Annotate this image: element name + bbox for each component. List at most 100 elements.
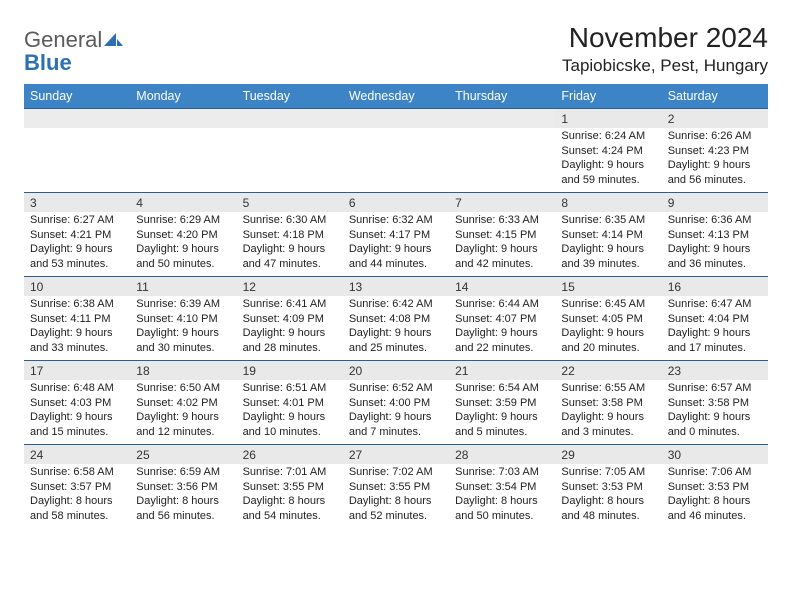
detail-line: Sunset: 4:02 PM — [136, 396, 230, 411]
detail-line: and 0 minutes. — [668, 425, 762, 440]
detail-line: Sunrise: 6:55 AM — [561, 381, 655, 396]
detail-line: Sunrise: 6:29 AM — [136, 213, 230, 228]
day-number-cell: 24 — [24, 445, 130, 465]
detail-line: Daylight: 8 hours — [243, 494, 337, 509]
day-detail-cell: Sunrise: 7:05 AMSunset: 3:53 PMDaylight:… — [555, 464, 661, 528]
detail-line: and 52 minutes. — [349, 509, 443, 524]
detail-line: Sunrise: 6:42 AM — [349, 297, 443, 312]
day-number-row: 3456789 — [24, 193, 768, 213]
detail-line: Sunset: 4:05 PM — [561, 312, 655, 327]
detail-line: Sunset: 4:04 PM — [668, 312, 762, 327]
detail-line: Sunset: 3:58 PM — [561, 396, 655, 411]
detail-line: Daylight: 9 hours — [668, 242, 762, 257]
day-detail-cell: Sunrise: 6:26 AMSunset: 4:23 PMDaylight:… — [662, 128, 768, 193]
day-detail-cell — [24, 128, 130, 193]
day-number-cell: 12 — [237, 277, 343, 297]
day-detail-row: Sunrise: 6:24 AMSunset: 4:24 PMDaylight:… — [24, 128, 768, 193]
day-detail-cell: Sunrise: 6:52 AMSunset: 4:00 PMDaylight:… — [343, 380, 449, 445]
day-number-cell — [24, 109, 130, 129]
day-detail-cell: Sunrise: 6:44 AMSunset: 4:07 PMDaylight:… — [449, 296, 555, 361]
detail-line: and 25 minutes. — [349, 341, 443, 356]
day-number-cell: 7 — [449, 193, 555, 213]
day-detail-cell: Sunrise: 6:57 AMSunset: 3:58 PMDaylight:… — [662, 380, 768, 445]
detail-line: Daylight: 8 hours — [455, 494, 549, 509]
detail-line: Sunrise: 6:41 AM — [243, 297, 337, 312]
dow-tue: Tuesday — [237, 84, 343, 109]
detail-line: Sunrise: 6:33 AM — [455, 213, 549, 228]
detail-line: Sunrise: 6:48 AM — [30, 381, 124, 396]
detail-line: Sunset: 3:57 PM — [30, 480, 124, 495]
day-number-cell — [449, 109, 555, 129]
detail-line: Daylight: 9 hours — [561, 326, 655, 341]
detail-line: Sunset: 3:53 PM — [561, 480, 655, 495]
day-number-row: 17181920212223 — [24, 361, 768, 381]
detail-line: Daylight: 9 hours — [668, 410, 762, 425]
detail-line: Sunset: 4:15 PM — [455, 228, 549, 243]
detail-line: Sunrise: 6:32 AM — [349, 213, 443, 228]
dow-thu: Thursday — [449, 84, 555, 109]
detail-line: and 20 minutes. — [561, 341, 655, 356]
detail-line: Sunset: 4:09 PM — [243, 312, 337, 327]
detail-line: and 56 minutes. — [668, 173, 762, 188]
detail-line: Daylight: 9 hours — [349, 410, 443, 425]
day-number-cell: 28 — [449, 445, 555, 465]
day-detail-row: Sunrise: 6:27 AMSunset: 4:21 PMDaylight:… — [24, 212, 768, 277]
dow-mon: Monday — [130, 84, 236, 109]
day-detail-cell — [343, 128, 449, 193]
day-number-cell: 8 — [555, 193, 661, 213]
dow-sat: Saturday — [662, 84, 768, 109]
day-detail-row: Sunrise: 6:58 AMSunset: 3:57 PMDaylight:… — [24, 464, 768, 528]
detail-line: Sunset: 4:24 PM — [561, 144, 655, 159]
detail-line: Sunrise: 6:57 AM — [668, 381, 762, 396]
day-number-cell: 17 — [24, 361, 130, 381]
day-number-row: 12 — [24, 109, 768, 129]
detail-line: Sunset: 4:13 PM — [668, 228, 762, 243]
header: General Blue November 2024 Tapiobicske, … — [24, 22, 768, 76]
detail-line: and 10 minutes. — [243, 425, 337, 440]
day-detail-cell: Sunrise: 6:36 AMSunset: 4:13 PMDaylight:… — [662, 212, 768, 277]
detail-line: Sunset: 4:10 PM — [136, 312, 230, 327]
detail-line: Sunset: 3:59 PM — [455, 396, 549, 411]
day-detail-row: Sunrise: 6:48 AMSunset: 4:03 PMDaylight:… — [24, 380, 768, 445]
detail-line: and 7 minutes. — [349, 425, 443, 440]
detail-line: Sunset: 4:17 PM — [349, 228, 443, 243]
day-number-cell: 19 — [237, 361, 343, 381]
detail-line: Sunset: 4:14 PM — [561, 228, 655, 243]
detail-line: and 30 minutes. — [136, 341, 230, 356]
day-number-cell: 11 — [130, 277, 236, 297]
detail-line: and 15 minutes. — [30, 425, 124, 440]
detail-line: Daylight: 9 hours — [561, 158, 655, 173]
detail-line: and 12 minutes. — [136, 425, 230, 440]
day-detail-cell: Sunrise: 6:59 AMSunset: 3:56 PMDaylight:… — [130, 464, 236, 528]
detail-line: Daylight: 9 hours — [243, 410, 337, 425]
detail-line: Sunrise: 7:02 AM — [349, 465, 443, 480]
day-number-cell: 13 — [343, 277, 449, 297]
detail-line: Daylight: 9 hours — [30, 410, 124, 425]
detail-line: Sunrise: 6:50 AM — [136, 381, 230, 396]
day-number-cell: 16 — [662, 277, 768, 297]
detail-line: Sunset: 4:07 PM — [455, 312, 549, 327]
detail-line: Sunrise: 6:47 AM — [668, 297, 762, 312]
day-detail-cell: Sunrise: 6:54 AMSunset: 3:59 PMDaylight:… — [449, 380, 555, 445]
logo-word-2: Blue — [24, 50, 72, 75]
day-detail-cell: Sunrise: 6:51 AMSunset: 4:01 PMDaylight:… — [237, 380, 343, 445]
detail-line: Daylight: 9 hours — [668, 158, 762, 173]
day-number-row: 24252627282930 — [24, 445, 768, 465]
day-number-cell: 2 — [662, 109, 768, 129]
day-detail-cell — [130, 128, 236, 193]
day-detail-cell: Sunrise: 6:29 AMSunset: 4:20 PMDaylight:… — [130, 212, 236, 277]
day-number-cell: 20 — [343, 361, 449, 381]
day-detail-cell: Sunrise: 7:01 AMSunset: 3:55 PMDaylight:… — [237, 464, 343, 528]
detail-line: Daylight: 9 hours — [349, 326, 443, 341]
detail-line: Sunrise: 6:30 AM — [243, 213, 337, 228]
detail-line: Sunrise: 6:59 AM — [136, 465, 230, 480]
detail-line: and 5 minutes. — [455, 425, 549, 440]
detail-line: Sunrise: 6:45 AM — [561, 297, 655, 312]
detail-line: and 47 minutes. — [243, 257, 337, 272]
detail-line: Sunrise: 6:35 AM — [561, 213, 655, 228]
day-detail-cell: Sunrise: 7:06 AMSunset: 3:53 PMDaylight:… — [662, 464, 768, 528]
detail-line: and 50 minutes. — [136, 257, 230, 272]
day-detail-cell: Sunrise: 6:32 AMSunset: 4:17 PMDaylight:… — [343, 212, 449, 277]
detail-line: Sunset: 3:55 PM — [243, 480, 337, 495]
detail-line: Sunset: 4:03 PM — [30, 396, 124, 411]
